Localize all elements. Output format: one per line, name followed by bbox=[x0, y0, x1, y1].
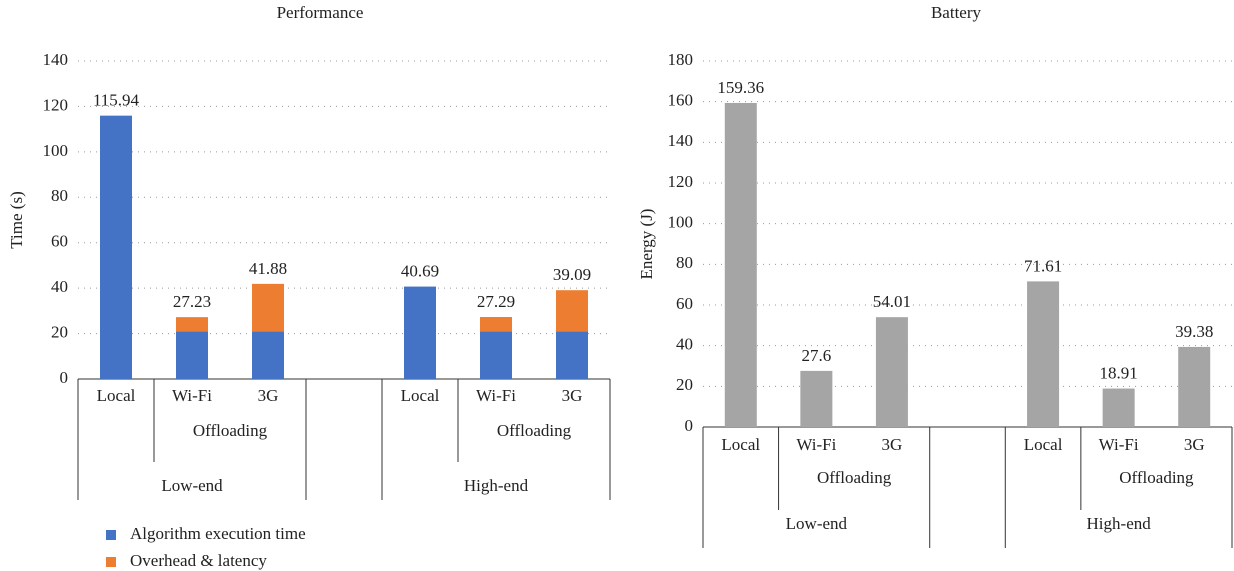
x-tick-label: Local bbox=[97, 386, 136, 405]
x-tick-label: Local bbox=[721, 435, 760, 454]
value-label: 71.61 bbox=[1024, 256, 1062, 275]
y-tick-label: 160 bbox=[668, 91, 694, 110]
total-label: 41.88 bbox=[249, 259, 287, 278]
group-label: High-end bbox=[1087, 514, 1152, 533]
y-tick-label: 80 bbox=[676, 253, 693, 272]
x-tick-label: 3G bbox=[258, 386, 279, 405]
y-tick-label: 140 bbox=[668, 131, 694, 150]
y-tick-label: 60 bbox=[51, 232, 68, 251]
total-label: 40.69 bbox=[401, 261, 439, 280]
x-tick-label: Local bbox=[1024, 435, 1063, 454]
y-tick-label: 100 bbox=[668, 213, 694, 232]
bar-segment bbox=[252, 283, 284, 332]
chart-title: Battery bbox=[931, 3, 982, 22]
legend-label: Algorithm execution time bbox=[130, 524, 306, 543]
y-tick-label: 60 bbox=[676, 294, 693, 313]
x-tick-label: Wi-Fi bbox=[476, 386, 516, 405]
y-tick-label: 40 bbox=[676, 335, 693, 354]
y-tick-label: 20 bbox=[676, 375, 693, 394]
bar bbox=[1027, 281, 1060, 427]
y-tick-label: 40 bbox=[51, 277, 68, 296]
x-tick-label: Wi-Fi bbox=[796, 435, 836, 454]
y-tick-label: 80 bbox=[51, 186, 68, 205]
value-label: 54.01 bbox=[873, 292, 911, 311]
y-tick-label: 120 bbox=[668, 172, 694, 191]
subgroup-label: Offloading bbox=[497, 421, 572, 440]
chart-title: Performance bbox=[277, 3, 364, 22]
y-tick-label: 120 bbox=[43, 95, 69, 114]
subgroup-label: Offloading bbox=[193, 421, 268, 440]
x-tick-label: 3G bbox=[1184, 435, 1205, 454]
group-label: Low-end bbox=[786, 514, 848, 533]
bar-segment bbox=[176, 317, 208, 332]
y-tick-label: 180 bbox=[668, 50, 694, 69]
x-tick-label: Local bbox=[401, 386, 440, 405]
value-label: 39.38 bbox=[1175, 322, 1213, 341]
y-tick-label: 20 bbox=[51, 322, 68, 341]
y-tick-label: 140 bbox=[43, 50, 69, 69]
y-axis-label: Time (s) bbox=[7, 191, 26, 248]
x-tick-label: Wi-Fi bbox=[1099, 435, 1139, 454]
legend-swatch bbox=[106, 557, 116, 567]
bar bbox=[1102, 388, 1135, 427]
bar-segment bbox=[176, 331, 208, 379]
bar-segment bbox=[100, 115, 132, 379]
value-label: 27.6 bbox=[801, 346, 831, 365]
bar-segment bbox=[480, 317, 512, 332]
y-tick-label: 100 bbox=[43, 141, 69, 160]
bar-segment bbox=[556, 290, 588, 332]
subgroup-label: Offloading bbox=[817, 468, 892, 487]
y-axis-label: Energy (J) bbox=[637, 209, 656, 280]
subgroup-label: Offloading bbox=[1119, 468, 1194, 487]
x-tick-label: 3G bbox=[562, 386, 583, 405]
y-tick-label: 0 bbox=[60, 368, 69, 387]
value-label: 18.91 bbox=[1100, 363, 1138, 382]
bar bbox=[1178, 346, 1211, 427]
y-tick-label: 0 bbox=[685, 416, 694, 435]
bar-segment bbox=[556, 331, 588, 379]
bar-segment bbox=[404, 286, 436, 379]
legend-label: Overhead & latency bbox=[130, 551, 267, 570]
group-label: High-end bbox=[464, 476, 529, 495]
bar bbox=[724, 102, 757, 427]
bar-segment bbox=[252, 331, 284, 379]
group-label: Low-end bbox=[161, 476, 223, 495]
bar bbox=[800, 370, 833, 427]
total-label: 115.94 bbox=[93, 91, 140, 110]
total-label: 39.09 bbox=[553, 265, 591, 284]
legend-swatch bbox=[106, 530, 116, 540]
x-tick-label: 3G bbox=[882, 435, 903, 454]
total-label: 27.23 bbox=[173, 292, 211, 311]
x-tick-label: Wi-Fi bbox=[172, 386, 212, 405]
value-label: 159.36 bbox=[717, 78, 764, 97]
bar bbox=[875, 317, 908, 427]
total-label: 27.29 bbox=[477, 292, 515, 311]
bar-segment bbox=[480, 331, 512, 379]
